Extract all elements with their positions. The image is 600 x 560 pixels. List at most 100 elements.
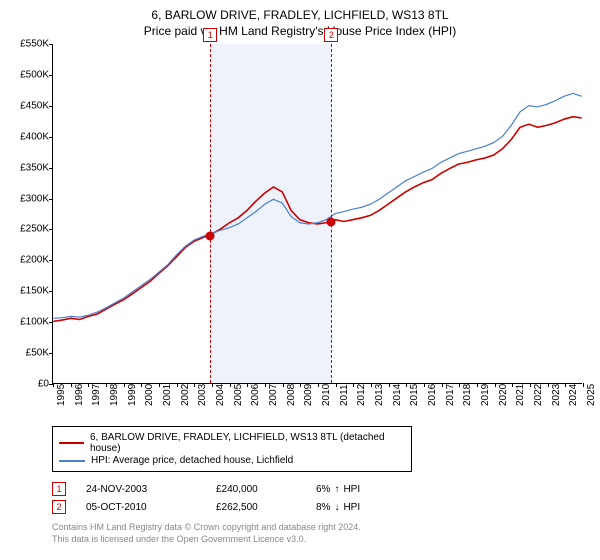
x-tick-label: 1996 [74,384,85,406]
y-tick-mark [49,260,53,261]
title-block: 6, BARLOW DRIVE, FRADLEY, LICHFIELD, WS1… [12,8,588,38]
x-tick-label: 2006 [250,384,261,406]
x-tick-mark [230,383,231,387]
x-tick-mark [512,383,513,387]
x-tick-mark [442,383,443,387]
y-tick-label: £500K [9,69,49,80]
y-tick-mark [49,137,53,138]
legend-swatch [59,442,84,444]
sale-marker-box: 1 [52,482,66,496]
x-tick-mark [353,383,354,387]
arrow-down-icon [334,502,339,513]
x-tick-mark [212,383,213,387]
sale-diff-label: HPI [343,484,360,495]
footer-line-2: This data is licensed under the Open Gov… [52,534,588,546]
x-tick-mark [495,383,496,387]
x-tick-label: 2007 [268,384,279,406]
y-tick-label: £0 [9,379,49,390]
x-tick-mark [477,383,478,387]
legend-item: HPI: Average price, detached house, Lich… [59,455,405,466]
y-tick-mark [49,353,53,354]
y-tick-label: £100K [9,317,49,328]
x-tick-mark [318,383,319,387]
y-tick-label: £550K [9,39,49,50]
x-tick-mark [406,383,407,387]
sale-row: 2 05-OCT-2010 £262,500 8% HPI [52,500,588,514]
sale-price: £262,500 [216,502,296,513]
y-tick-label: £450K [9,100,49,111]
x-tick-label: 2014 [392,384,403,406]
x-tick-mark [53,383,54,387]
x-tick-label: 2005 [233,384,244,406]
x-tick-mark [106,383,107,387]
x-tick-label: 2025 [586,384,597,406]
x-tick-label: 2023 [551,384,562,406]
y-tick-label: £350K [9,162,49,173]
legend-label: 6, BARLOW DRIVE, FRADLEY, LICHFIELD, WS1… [90,432,405,454]
y-tick-label: £50K [9,348,49,359]
sale-diff: 6% HPI [316,484,406,495]
x-tick-label: 2013 [374,384,385,406]
x-tick-label: 2021 [515,384,526,406]
x-tick-mark [371,383,372,387]
x-tick-mark [265,383,266,387]
x-tick-label: 1997 [91,384,102,406]
y-tick-mark [49,322,53,323]
marker-number-box: 2 [324,28,338,42]
x-tick-label: 2000 [144,384,155,406]
x-tick-mark [336,383,337,387]
series-hpi [53,93,581,318]
x-tick-label: 2019 [480,384,491,406]
sale-date: 05-OCT-2010 [86,502,196,513]
x-tick-label: 2011 [339,384,350,406]
x-tick-mark [247,383,248,387]
x-tick-mark [548,383,549,387]
chart-title-subtitle: Price paid vs. HM Land Registry's House … [12,24,588,38]
sale-row: 1 24-NOV-2003 £240,000 6% HPI [52,482,588,496]
y-tick-mark [49,106,53,107]
x-tick-mark [141,383,142,387]
arrow-up-icon [334,484,339,495]
x-tick-label: 2022 [533,384,544,406]
x-tick-mark [389,383,390,387]
x-tick-label: 1998 [109,384,120,406]
x-tick-label: 2024 [568,384,579,406]
x-tick-mark [159,383,160,387]
x-tick-label: 2002 [180,384,191,406]
sale-date: 24-NOV-2003 [86,484,196,495]
chart-lines-svg [53,44,582,383]
x-tick-mark [565,383,566,387]
y-tick-label: £200K [9,255,49,266]
x-tick-label: 2001 [162,384,173,406]
legend: 6, BARLOW DRIVE, FRADLEY, LICHFIELD, WS1… [52,426,412,472]
x-tick-label: 2017 [445,384,456,406]
x-tick-mark [583,383,584,387]
y-tick-mark [49,75,53,76]
legend-item: 6, BARLOW DRIVE, FRADLEY, LICHFIELD, WS1… [59,432,405,454]
plot-area: £0£50K£100K£150K£200K£250K£300K£350K£400… [52,44,582,384]
chart-title-address: 6, BARLOW DRIVE, FRADLEY, LICHFIELD, WS1… [12,8,588,22]
x-tick-mark [177,383,178,387]
x-tick-mark [530,383,531,387]
sale-diff-pct: 6% [316,484,330,495]
y-tick-label: £250K [9,224,49,235]
sale-marker-box: 2 [52,500,66,514]
x-tick-label: 2010 [321,384,332,406]
x-tick-label: 2008 [286,384,297,406]
sales-table: 1 24-NOV-2003 £240,000 6% HPI 2 05-OCT-2… [52,482,588,514]
y-tick-label: £150K [9,286,49,297]
x-tick-label: 2012 [356,384,367,406]
y-tick-mark [49,229,53,230]
y-tick-label: £400K [9,131,49,142]
y-tick-mark [49,44,53,45]
x-tick-mark [124,383,125,387]
y-tick-mark [49,291,53,292]
x-tick-label: 2003 [197,384,208,406]
marker-dashed-line [210,44,211,383]
y-tick-mark [49,199,53,200]
y-tick-mark [49,168,53,169]
series-price_paid [53,117,581,322]
x-tick-label: 2009 [303,384,314,406]
sale-diff-label: HPI [343,502,360,513]
legend-label: HPI: Average price, detached house, Lich… [91,455,293,466]
